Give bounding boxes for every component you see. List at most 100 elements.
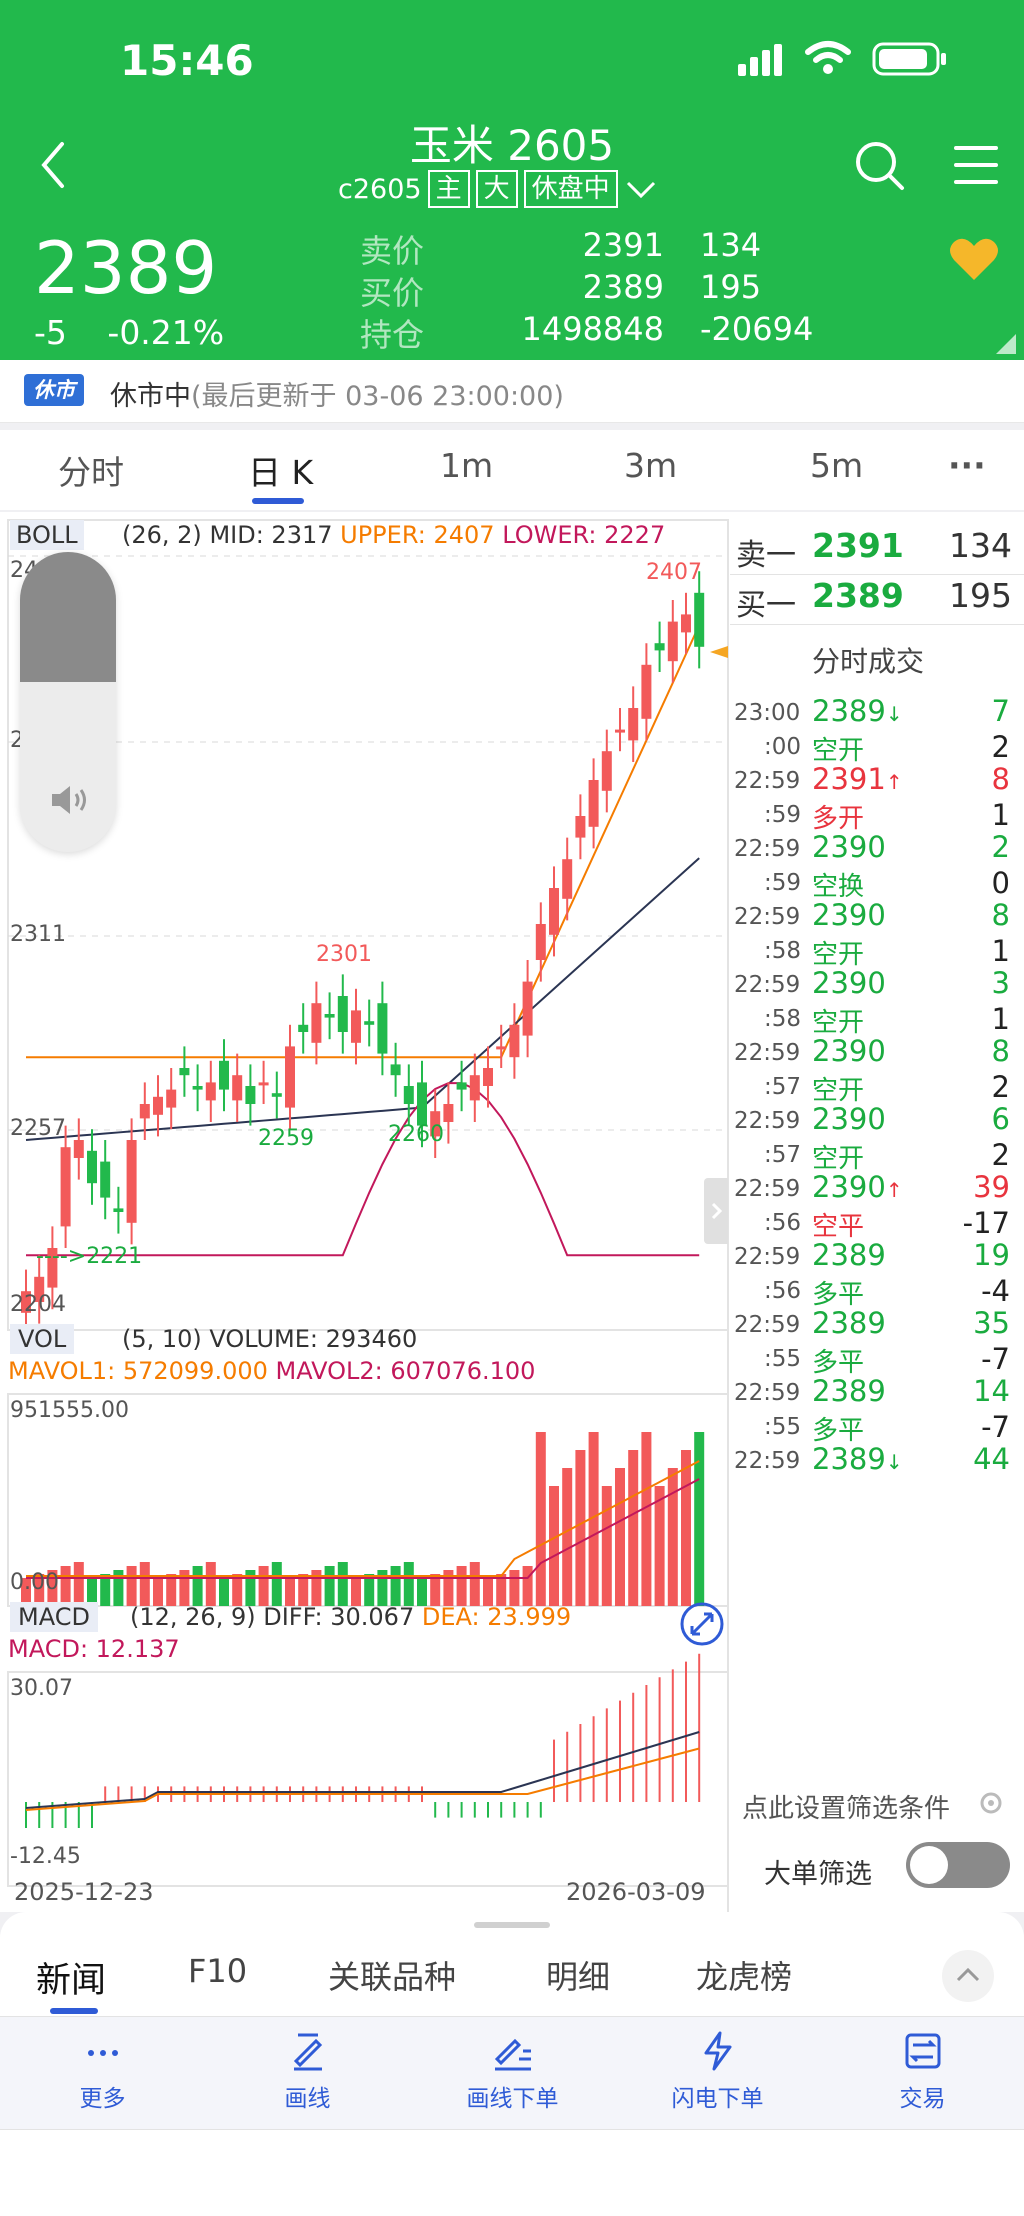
volume-bar bbox=[139, 1562, 150, 1606]
bid-volume: 195 bbox=[700, 268, 762, 306]
trade-type: 空开 bbox=[812, 1076, 865, 1106]
change-percent: -0.21% bbox=[107, 313, 225, 352]
favorite-heart-icon[interactable] bbox=[948, 236, 1000, 284]
tab-intraday[interactable]: 分时 bbox=[58, 453, 124, 492]
trade-oi-change: 2 bbox=[991, 1138, 1010, 1172]
market-notice: 休市 休市中(最后更新于 03-06 23:00:00) bbox=[0, 360, 1024, 423]
oi-value: 1498848 bbox=[521, 310, 664, 348]
chevron-up-icon[interactable] bbox=[940, 1948, 996, 2004]
trade-price-value: 2390 bbox=[812, 1170, 886, 1204]
candle-body bbox=[139, 1104, 150, 1119]
side-handle[interactable] bbox=[704, 1178, 728, 1244]
volume-bar bbox=[324, 1566, 335, 1606]
volume-bar bbox=[403, 1562, 414, 1606]
trade-button[interactable]: 交易 bbox=[820, 2031, 1024, 2113]
candle-body bbox=[324, 1014, 335, 1018]
draw-order-button[interactable]: 画线下单 bbox=[410, 2031, 615, 2113]
trade-time: 22:59 bbox=[734, 1176, 801, 1202]
vol-zero-tick: 0.00 bbox=[10, 1570, 59, 1595]
tab-related[interactable]: 关联品种 bbox=[328, 1958, 457, 1996]
volume-bar bbox=[430, 1574, 441, 1606]
tag-large: 大 bbox=[475, 170, 518, 208]
trade-oi-change: 2 bbox=[991, 730, 1010, 764]
oi-change: -20694 bbox=[700, 310, 814, 348]
low-label: ---->2221 bbox=[36, 1244, 143, 1269]
trade-oi-change: -4 bbox=[981, 1274, 1010, 1308]
flash-order-button[interactable]: 闪电下单 bbox=[615, 2031, 820, 2113]
trade-price: 2389 bbox=[812, 1238, 886, 1272]
macd-value: MACD: 12.137 bbox=[8, 1635, 180, 1663]
bid-value: 2389 bbox=[582, 268, 664, 306]
volume-bar bbox=[298, 1574, 309, 1606]
trade-price-value: 2389 bbox=[812, 1442, 886, 1476]
corner-indicator-icon bbox=[996, 334, 1016, 354]
contract-title: 玉米 2605 bbox=[409, 121, 615, 170]
flash-order-label: 闪电下单 bbox=[671, 2086, 764, 2112]
gear-icon[interactable] bbox=[976, 1788, 1006, 1818]
trade-type: 多开 bbox=[812, 804, 865, 834]
trade-time: 22:59 bbox=[734, 904, 801, 930]
oi-label: 持仓 bbox=[360, 316, 425, 354]
ask-label: 卖价 bbox=[360, 232, 425, 270]
tab-dragon-tiger[interactable]: 龙虎榜 bbox=[696, 1958, 793, 1996]
expand-icon[interactable] bbox=[678, 1600, 726, 1648]
macd-min-tick: -12.45 bbox=[10, 1844, 81, 1869]
volume-bar bbox=[126, 1566, 137, 1606]
y-tick-2311: 2311 bbox=[10, 922, 66, 947]
notice-status: 休市中 bbox=[110, 381, 191, 412]
trade-list[interactable]: 23:00 2389↓ 7:00 空开 2 22:59 2391↑ 8:59 多开 1 22:59 2… bbox=[0, 512, 1024, 1764]
header-panel: 15:46 玉米 2605 c2605 主 大 休盘中 2389 -5 -0.2… bbox=[0, 0, 1024, 360]
candle-body bbox=[601, 751, 612, 791]
toggle-knob bbox=[910, 1846, 948, 1884]
sell-label: 卖一 bbox=[736, 538, 796, 573]
tab-news[interactable]: 新闻 bbox=[36, 1961, 107, 2001]
draw-order-icon bbox=[494, 2038, 531, 2071]
trade-price: 2389 bbox=[812, 1374, 886, 1408]
trades-title: 分时成交 bbox=[812, 645, 925, 678]
tab-detail[interactable]: 明细 bbox=[546, 1958, 611, 1996]
trade-price-value: 2390 bbox=[812, 830, 886, 864]
filter-setting-link[interactable]: 点此设置筛选条件 bbox=[742, 1794, 951, 1824]
volume-slider[interactable] bbox=[20, 552, 116, 852]
big-order-toggle[interactable] bbox=[906, 1842, 1010, 1888]
macd-diff: (12, 26, 9) DIFF: 30.067 bbox=[130, 1603, 415, 1631]
search-icon[interactable] bbox=[854, 140, 906, 192]
tab-1m[interactable]: 1m bbox=[440, 446, 494, 485]
boll-label[interactable]: BOLL bbox=[10, 520, 84, 550]
vol-label[interactable]: VOL bbox=[10, 1324, 75, 1354]
trade-volume: 8 bbox=[991, 762, 1010, 796]
trade-oi-change: 1 bbox=[991, 1002, 1010, 1036]
candle-body bbox=[522, 981, 533, 1036]
trade-type: 多平 bbox=[812, 1348, 865, 1378]
contract-subtitle[interactable]: c2605 主 大 休盘中 bbox=[338, 170, 658, 208]
volume-bar bbox=[588, 1432, 599, 1606]
sheet-grabber[interactable] bbox=[474, 1922, 550, 1928]
tab-5m[interactable]: 5m bbox=[810, 446, 864, 485]
tab-3m[interactable]: 3m bbox=[624, 446, 678, 485]
volume-bar bbox=[166, 1574, 177, 1606]
trade-icon bbox=[905, 2033, 940, 2069]
back-icon[interactable] bbox=[38, 140, 68, 190]
more-button[interactable]: 更多 bbox=[0, 2031, 205, 2113]
tab-f10[interactable]: F10 bbox=[188, 1952, 248, 1990]
candle-body bbox=[192, 1086, 203, 1090]
macd-label[interactable]: MACD bbox=[10, 1602, 98, 1632]
volume-bar bbox=[311, 1570, 322, 1606]
candle-body bbox=[681, 614, 691, 633]
high-label: 2407 bbox=[646, 560, 702, 585]
boll-mid-line bbox=[25, 857, 700, 1141]
draw-line-button[interactable]: 画线 bbox=[205, 2031, 410, 2113]
chart-canvas[interactable] bbox=[0, 512, 1024, 1912]
trade-price-value: 2389 bbox=[812, 694, 886, 728]
volume-bar bbox=[417, 1578, 427, 1606]
tab-daily-k[interactable]: 日 K bbox=[248, 453, 314, 492]
draw-order-label: 画线下单 bbox=[466, 2086, 559, 2112]
tab-more[interactable]: ··· bbox=[948, 446, 986, 485]
date-end: 2026-03-09 bbox=[566, 1878, 706, 1906]
trade-direction-icon: ↑ bbox=[885, 1178, 903, 1202]
trade-price: 2390↑ bbox=[812, 1170, 903, 1204]
menu-icon[interactable] bbox=[954, 144, 998, 186]
candle-body bbox=[153, 1096, 163, 1115]
trade-direction-icon: ↑ bbox=[885, 770, 903, 794]
trade-volume: 2 bbox=[991, 830, 1010, 864]
